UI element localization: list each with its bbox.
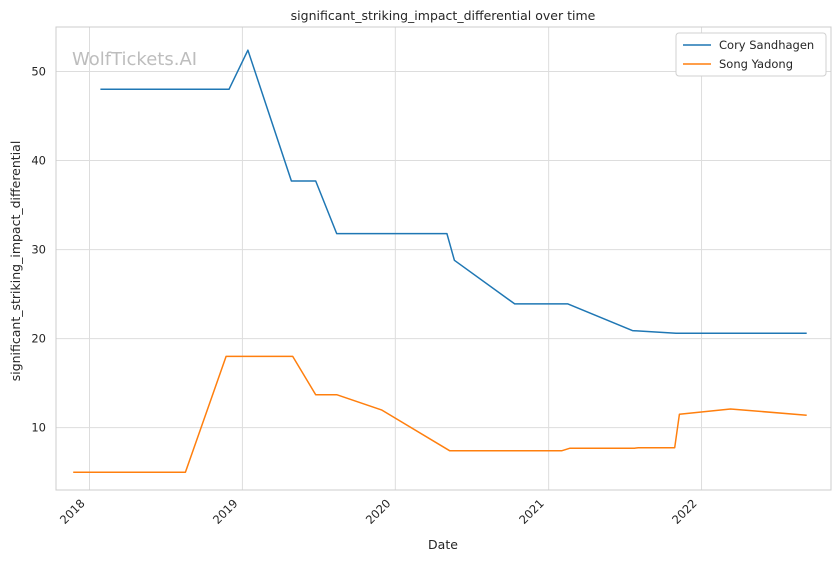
chart-title: significant_striking_impact_differential… (291, 8, 596, 23)
x-axis-ticks: 2018 2019 2020 2021 2022 (57, 496, 700, 527)
x-tick-label: 2021 (516, 496, 547, 527)
y-axis-ticks: 10 20 30 40 50 (31, 65, 46, 435)
y-tick-label: 50 (31, 65, 46, 79)
series-layer (73, 49, 807, 473)
y-tick-label: 30 (31, 243, 46, 257)
legend-label-song-yadong: Song Yadong (719, 57, 793, 71)
x-tick-label: 2022 (669, 496, 700, 527)
series-line-cory-sandhagen (100, 49, 807, 335)
y-tick-label: 20 (31, 332, 46, 346)
grid (56, 27, 831, 490)
legend-box (675, 32, 827, 77)
x-axis-label: Date (428, 537, 458, 552)
series-line-song-yadong (73, 355, 807, 473)
x-tick-label: 2018 (57, 496, 88, 527)
x-tick-label: 2020 (363, 496, 394, 527)
legend-label-cory-sandhagen: Cory Sandhagen (719, 38, 814, 52)
y-tick-label: 10 (31, 421, 46, 435)
plot-frame (55, 26, 832, 491)
y-tick-label: 40 (31, 154, 46, 168)
watermark: WolfTickets.AI (72, 49, 197, 70)
x-tick-label: 2019 (210, 496, 241, 527)
legend: Cory Sandhagen Song Yadong (675, 32, 827, 77)
y-axis-label: significant_striking_impact_differential (8, 141, 23, 382)
